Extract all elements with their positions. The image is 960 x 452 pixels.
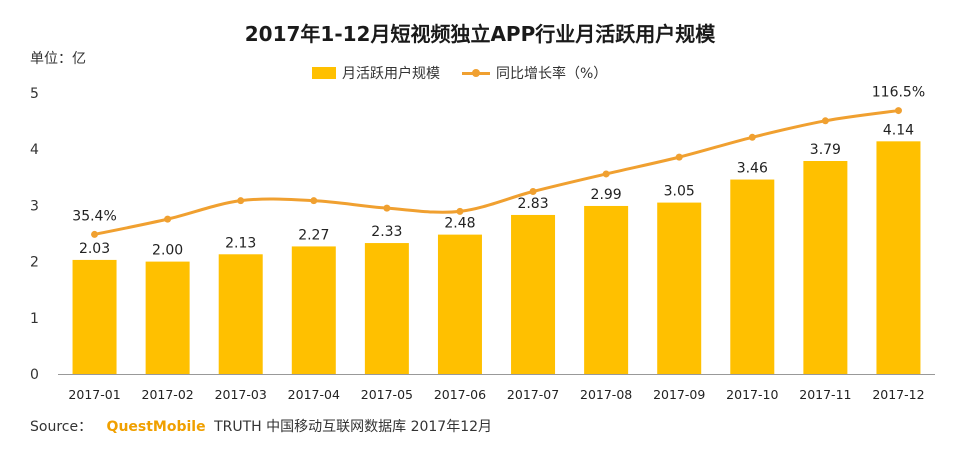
unit-label: 单位：亿 <box>30 51 86 67</box>
growth-rate-point <box>602 170 610 178</box>
source-brand: QuestMobile <box>106 419 206 435</box>
growth-rate-point <box>310 197 318 205</box>
y-tick-label: 0 <box>30 367 39 383</box>
x-tick-label: 2017-05 <box>361 387 413 402</box>
legend-item-bar: 月活跃用户规模 <box>312 63 440 83</box>
bar-value-label: 2.27 <box>298 227 329 243</box>
growth-last-label: 116.5% <box>872 85 925 101</box>
legend-line-swatch <box>462 67 490 79</box>
growth-rate-line <box>94 109 899 236</box>
legend-item-line: 同比增长率（%） <box>462 63 607 83</box>
legend-bar-swatch <box>312 67 336 79</box>
y-tick-label: 4 <box>30 142 39 158</box>
bar <box>876 141 921 374</box>
bar <box>437 234 482 374</box>
bar-value-label: 2.03 <box>79 241 110 257</box>
bar-value-label: 2.00 <box>152 243 183 259</box>
y-tick-label: 2 <box>30 255 39 271</box>
source-prefix: Source： <box>30 419 93 435</box>
growth-rate-point <box>675 153 683 161</box>
bar <box>291 246 336 374</box>
x-tick-label: 2017-01 <box>68 387 120 402</box>
bar-value-label: 2.48 <box>444 216 475 232</box>
growth-rate-point <box>237 197 245 205</box>
y-tick-label: 3 <box>30 198 39 214</box>
bar <box>218 254 263 374</box>
bar-value-label: 3.05 <box>664 184 695 200</box>
bar-value-label: 4.14 <box>883 122 914 138</box>
x-tick-label: 2017-02 <box>142 387 194 402</box>
bar-value-label: 2.99 <box>591 187 622 203</box>
legend-bar-label: 月活跃用户规模 <box>342 66 440 82</box>
bar-value-label: 2.33 <box>371 224 402 240</box>
bar <box>584 205 629 374</box>
x-tick-label: 2017-09 <box>653 387 705 402</box>
growth-rate-point <box>383 204 391 212</box>
growth-rate-point <box>821 117 829 125</box>
growth-rate-point <box>894 107 902 115</box>
chart-title: 2017年1-12月短视频独立APP行业月活跃用户规模 <box>244 22 716 46</box>
bar-value-label: 3.46 <box>737 161 768 177</box>
growth-rate-point <box>529 188 537 196</box>
bar <box>364 243 409 374</box>
x-tick-label: 2017-06 <box>434 387 486 402</box>
legend-line-label: 同比增长率（%） <box>496 66 608 82</box>
bar <box>72 259 117 374</box>
growth-rate-point <box>91 230 99 238</box>
x-tick-label: 2017-04 <box>288 387 340 402</box>
bar-value-label: 2.83 <box>517 196 548 212</box>
x-tick-label: 2017-03 <box>215 387 267 402</box>
bar-value-label: 3.79 <box>810 142 841 158</box>
bar <box>657 202 702 374</box>
bar-value-label: 2.13 <box>225 235 256 251</box>
x-tick-label: 2017-11 <box>799 387 851 402</box>
bar <box>511 214 556 374</box>
x-tick-label: 2017-08 <box>580 387 632 402</box>
source-text: TRUTH 中国移动互联网数据库 2017年12月 <box>214 419 493 435</box>
growth-rate-point <box>456 207 464 215</box>
legend: 月活跃用户规模 同比增长率（%） <box>312 64 629 82</box>
bar <box>730 179 775 374</box>
growth-rate-point <box>164 215 172 223</box>
growth-first-label: 35.4% <box>72 208 116 224</box>
source-line: Source： QuestMobile TRUTH 中国移动互联网数据库 201… <box>30 416 492 436</box>
growth-rate-point <box>748 133 756 141</box>
x-tick-label: 2017-12 <box>872 387 924 402</box>
chart-plot: 0 1 2 3 4 5 2.03 2017-01 2.00 2017-02 2.13 2017-03 2… <box>30 85 935 402</box>
y-tick-label: 1 <box>30 311 39 327</box>
x-tick-label: 2017-10 <box>726 387 778 402</box>
bar <box>803 161 848 374</box>
y-tick-label: 5 <box>30 86 39 102</box>
x-tick-label: 2017-07 <box>507 387 559 402</box>
bar <box>145 261 190 374</box>
